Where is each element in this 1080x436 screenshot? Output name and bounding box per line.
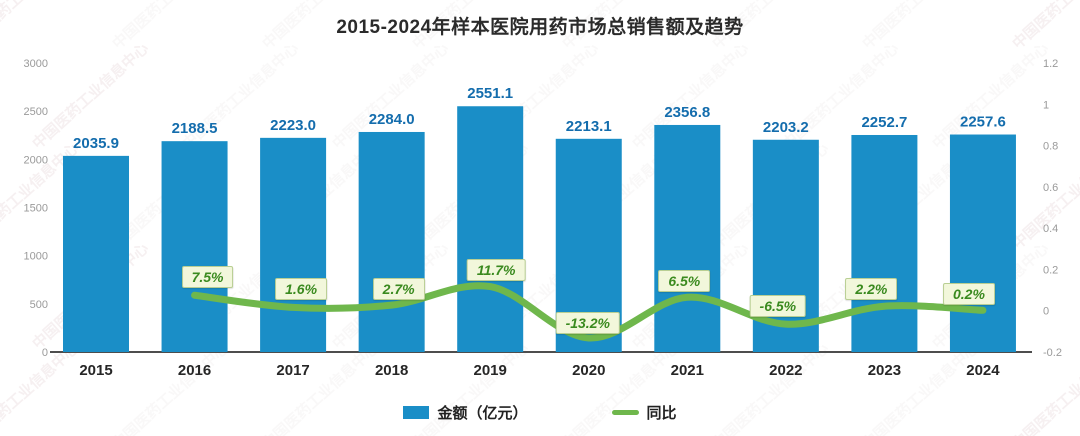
legend-item-amount[interactable]: 金额（亿元）: [403, 402, 528, 423]
bar-2019: [457, 106, 524, 352]
legend-amount-label: 金额（亿元）: [437, 405, 528, 422]
right-axis-tick: 0.2: [1043, 264, 1058, 276]
legend-yoy-label: 同比: [646, 405, 677, 422]
x-axis-label-2015: 2015: [79, 362, 112, 379]
bar-value-label-2020: 2213.1: [566, 118, 612, 135]
x-axis-label-2021: 2021: [671, 362, 704, 379]
bar-value-label-2016: 2188.5: [172, 120, 218, 137]
amount-swatch-icon: [403, 406, 430, 419]
right-axis-tick: 0.4: [1043, 223, 1058, 235]
yoy-line-swatch-icon: [611, 410, 639, 415]
bar-2021: [654, 124, 721, 352]
left-axis-tick: 0: [42, 347, 48, 359]
right-axis-tick: 0.6: [1043, 182, 1058, 194]
bar-2016: [161, 141, 228, 352]
right-axis-tick: 1.2: [1043, 58, 1058, 70]
yoy-trend-line: [191, 282, 987, 342]
bar-2018: [358, 131, 425, 352]
right-axis-tick: 0: [1043, 306, 1049, 318]
left-axis-tick: 1500: [24, 203, 48, 215]
x-axis-label-2018: 2018: [375, 362, 408, 379]
bar-value-label-2019: 2551.1: [467, 85, 513, 102]
left-axis-tick: 1000: [24, 251, 48, 263]
legend-item-yoy[interactable]: 同比: [611, 402, 677, 423]
bar-2015: [63, 155, 129, 352]
bar-value-label-2018: 2284.0: [369, 111, 415, 128]
x-axis-label-2019: 2019: [474, 362, 507, 379]
left-axis-tick: 3000: [24, 58, 48, 70]
x-axis-label-2024: 2024: [966, 362, 1000, 379]
right-axis-tick: 0.8: [1043, 141, 1058, 153]
bar-value-label-2015: 2035.9: [73, 135, 119, 152]
x-axis-label-2017: 2017: [276, 362, 309, 379]
bar-value-label-2017: 2223.0: [270, 117, 316, 134]
right-axis-tick: -0.2: [1043, 347, 1062, 359]
x-axis-label-2020: 2020: [572, 362, 605, 379]
right-axis-tick: 1: [1043, 99, 1049, 111]
left-axis-tick: 500: [30, 299, 48, 311]
x-axis-label-2016: 2016: [178, 362, 211, 379]
bar-2017: [260, 137, 327, 352]
bar-2023: [851, 134, 918, 352]
bar-value-label-2023: 2252.7: [861, 114, 907, 131]
left-axis-tick: 2000: [24, 154, 48, 166]
bar-value-label-2022: 2203.2: [763, 119, 809, 136]
left-axis-tick: 2500: [24, 106, 48, 118]
bar-value-label-2024: 2257.6: [960, 114, 1006, 131]
bar-2024: [949, 134, 1016, 352]
bar-2020: [555, 138, 622, 352]
x-axis-label-2023: 2023: [868, 362, 901, 379]
x-axis-label-2022: 2022: [769, 362, 802, 379]
legend: 金额（亿元） 同比: [0, 402, 1080, 423]
chart-title: 2015-2024年样本医院用药市场总销售额及趋势: [336, 17, 744, 38]
bar-value-label-2021: 2356.8: [664, 104, 710, 121]
